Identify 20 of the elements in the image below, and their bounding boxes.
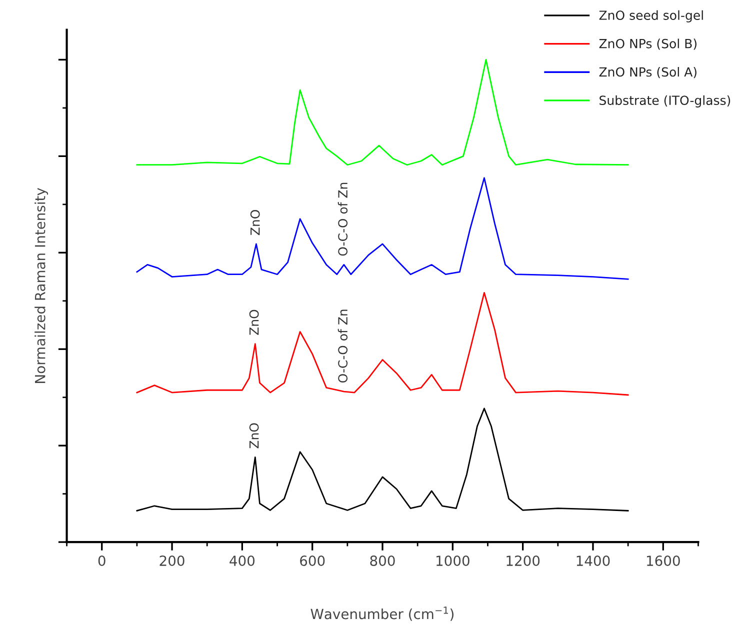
x-tick-label: 400 <box>230 556 255 566</box>
annotation: O-C-O of Zn <box>338 310 348 383</box>
legend-label: ZnO seed sol-gel <box>599 10 703 22</box>
x-tick-label: 600 <box>300 556 325 566</box>
y-axis-title: Normailzed Raman Intensity <box>34 188 48 383</box>
x-tick-label: 0 <box>98 556 106 566</box>
x-axis-title: Wavenumber (cm$^{−1}$) <box>310 606 454 621</box>
x-tick-label: 1400 <box>576 556 610 566</box>
annotation: ZnO <box>249 310 259 335</box>
x-tick-label: 200 <box>160 556 184 566</box>
x-tick-label: 1200 <box>506 556 540 566</box>
x-tick-label: 1000 <box>436 556 470 566</box>
annotation: ZnO <box>249 423 259 448</box>
legend-label: ZnO NPs (Sol A) <box>599 67 696 78</box>
annotation: O-C-O of Zn <box>338 182 348 256</box>
legend-label: Substrate (ITO-glass) <box>600 95 730 108</box>
x-tick-label: 1600 <box>646 556 680 566</box>
annotation: ZnO <box>250 210 260 236</box>
legend-label: ZnO NPs (Sol B) <box>599 38 696 50</box>
x-tick-label: 800 <box>370 556 395 566</box>
